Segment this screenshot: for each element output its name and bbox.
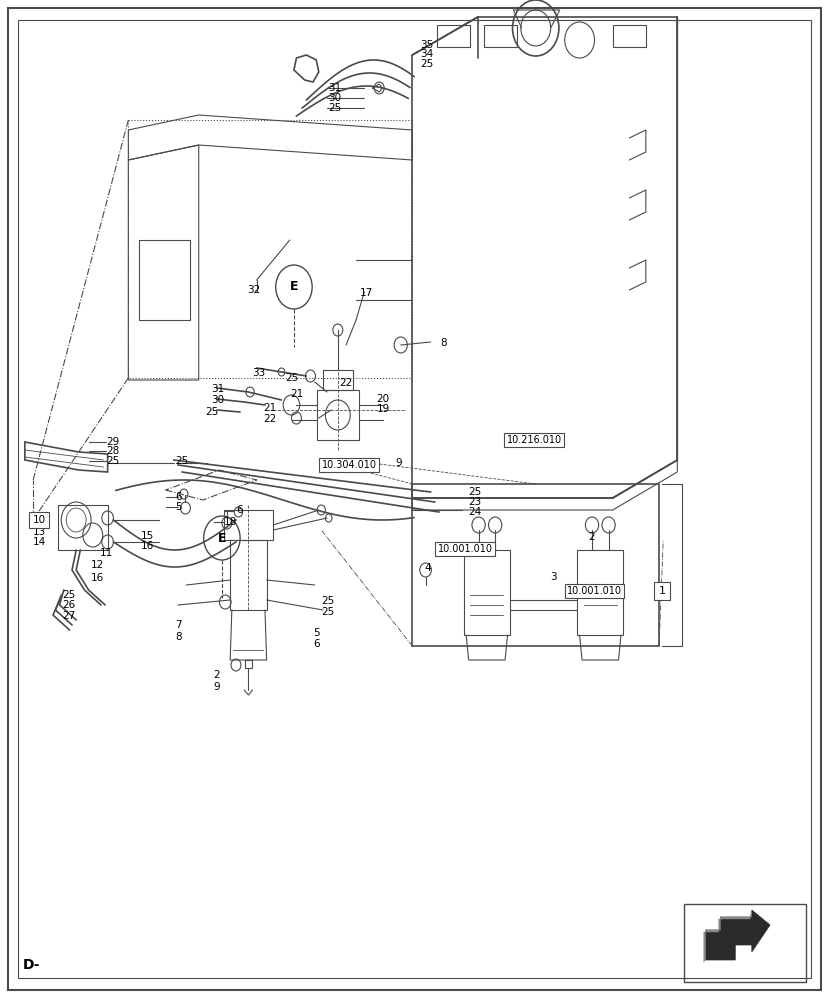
Text: 21: 21 (263, 403, 276, 413)
Text: 25: 25 (321, 596, 334, 606)
Text: 33: 33 (252, 368, 265, 378)
Bar (323, 370, 352, 390)
Text: 2: 2 (587, 532, 594, 542)
Text: 27: 27 (62, 611, 75, 621)
Text: 29: 29 (106, 437, 119, 447)
Text: 6: 6 (175, 492, 182, 502)
Text: 10.001.010: 10.001.010 (566, 586, 621, 596)
Text: 22: 22 (263, 414, 276, 424)
Text: 19: 19 (376, 404, 390, 414)
Text: 12: 12 (91, 560, 104, 570)
Text: 8: 8 (440, 338, 447, 348)
Text: 10.216.010: 10.216.010 (506, 435, 561, 445)
Text: 21: 21 (289, 389, 303, 399)
Text: 4: 4 (424, 563, 431, 573)
Text: 32: 32 (246, 285, 260, 295)
Bar (612, 25, 645, 47)
Text: 30: 30 (211, 395, 224, 405)
Text: 34: 34 (420, 49, 433, 59)
Text: 35: 35 (420, 40, 433, 50)
Bar (463, 550, 509, 635)
Text: 5: 5 (313, 628, 319, 638)
Text: 9: 9 (395, 458, 402, 468)
Bar (245, 660, 251, 668)
Text: 25: 25 (106, 456, 119, 466)
Polygon shape (703, 914, 751, 962)
Text: 28: 28 (106, 446, 119, 456)
Text: 10.001.010: 10.001.010 (437, 544, 492, 554)
Text: 25: 25 (327, 103, 341, 113)
Bar (576, 550, 623, 635)
Text: 31: 31 (211, 384, 224, 394)
Text: 7: 7 (175, 620, 182, 630)
Text: D-: D- (23, 958, 41, 972)
Text: 3: 3 (608, 585, 614, 595)
Bar (58, 505, 108, 550)
Text: 24: 24 (467, 507, 480, 517)
Text: 11: 11 (99, 548, 112, 558)
Text: 1: 1 (658, 586, 665, 596)
Text: 8: 8 (175, 632, 182, 642)
Text: 25: 25 (285, 373, 299, 383)
Bar (484, 25, 517, 47)
Text: 26: 26 (62, 600, 75, 610)
Bar (317, 390, 358, 440)
Polygon shape (705, 910, 769, 960)
Bar (683, 904, 805, 982)
Text: 25: 25 (62, 590, 75, 600)
Text: 23: 23 (467, 497, 480, 507)
Text: E: E (218, 532, 226, 544)
Text: 6: 6 (313, 639, 319, 649)
Bar (230, 540, 266, 610)
Text: 25: 25 (205, 407, 218, 417)
Text: 25: 25 (420, 59, 433, 69)
Text: 20: 20 (376, 394, 390, 404)
Bar (412, 484, 658, 646)
Text: 22: 22 (339, 378, 352, 388)
Text: 5: 5 (175, 502, 182, 512)
Text: 2: 2 (213, 670, 220, 680)
Text: 25: 25 (467, 487, 480, 497)
Text: 25: 25 (321, 607, 334, 617)
Text: 3: 3 (550, 572, 557, 582)
Text: 6: 6 (236, 505, 242, 515)
Text: 31: 31 (327, 83, 341, 93)
Text: 17: 17 (360, 288, 373, 298)
Text: 14: 14 (33, 537, 46, 547)
Text: E: E (289, 280, 298, 294)
Text: 10.304.010: 10.304.010 (322, 460, 376, 470)
Bar (437, 25, 470, 47)
Bar (223, 510, 273, 540)
Text: 25: 25 (175, 456, 189, 466)
Text: 10: 10 (32, 515, 45, 525)
Text: 18: 18 (223, 517, 237, 527)
Text: 13: 13 (33, 527, 46, 537)
Text: 16: 16 (91, 573, 104, 583)
Text: 16: 16 (141, 541, 154, 551)
Text: 9: 9 (213, 682, 220, 692)
Text: 15: 15 (141, 531, 154, 541)
Text: 30: 30 (327, 93, 341, 103)
